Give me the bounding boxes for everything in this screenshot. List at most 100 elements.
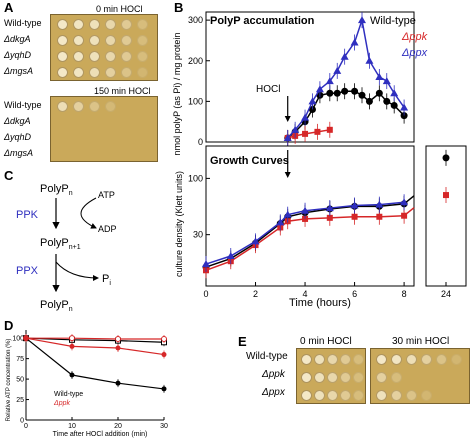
y-tick-label: 100 xyxy=(188,173,203,183)
d-x-axis-label: Time after HOCl addition (min) xyxy=(53,431,148,438)
polyp-series-2-point xyxy=(358,16,366,24)
d-legend-ppk: Δppk xyxy=(53,400,70,407)
d-y-tick-label: 0 xyxy=(20,418,24,425)
panel-a-title-150min: 150 min HOCl xyxy=(94,86,151,96)
polyp-series-0-point xyxy=(333,89,341,97)
atp-series-2-line xyxy=(26,337,164,340)
polyp-series-2-point xyxy=(291,125,300,133)
d-legend-wild-type: Wild-type xyxy=(54,391,83,398)
atp-point xyxy=(161,386,167,392)
colony-spot xyxy=(137,18,148,30)
x-axis-label: Time (hours) xyxy=(289,297,351,309)
polyp-series-0-point xyxy=(341,87,349,95)
polyp-series-2-point xyxy=(350,38,359,46)
legend-ppx: Δppx xyxy=(401,47,428,59)
colony-spot xyxy=(89,18,100,30)
atp-point xyxy=(69,372,75,378)
growth-series-1-point xyxy=(351,213,358,220)
growth-series-2-point xyxy=(276,218,285,226)
x-tick-label: 0 xyxy=(203,289,208,299)
colony-spot xyxy=(353,353,364,365)
polyp-series-2-point xyxy=(340,52,349,60)
colony-spot xyxy=(421,389,432,401)
colony-spot xyxy=(451,353,462,365)
polyp-series-2-point xyxy=(333,66,342,74)
colony-spot xyxy=(57,51,68,63)
plate-a-0min xyxy=(50,14,158,81)
colony-spot xyxy=(57,18,68,30)
d-x-tick-label: 0 xyxy=(24,423,28,430)
growth-series-2-point xyxy=(325,204,334,212)
y-tick-label: 30 xyxy=(193,230,203,240)
d-y-tick-label: 50 xyxy=(16,377,24,384)
atp-point xyxy=(115,336,121,342)
hocl-arrowhead xyxy=(284,116,291,122)
growth-series-2-point xyxy=(283,210,292,218)
colony-spot xyxy=(89,67,100,79)
colony-spot xyxy=(436,353,447,365)
legend-wild-type: Wild-type xyxy=(370,15,416,27)
strain-wild-type-150: Wild-type xyxy=(4,100,42,110)
panel-b-letter: B xyxy=(174,0,184,15)
colony-spot xyxy=(57,67,68,79)
polyp-series-0-point xyxy=(351,87,359,95)
polyp-series-2-point xyxy=(325,77,334,85)
polyp-series-2-point xyxy=(365,56,374,64)
colony-spot xyxy=(73,51,84,63)
colony-spot xyxy=(391,389,402,401)
panel-e-letter: E xyxy=(238,334,247,349)
hocl-arrow-label: HOCl xyxy=(256,84,280,95)
colony-spot xyxy=(121,51,132,63)
atp-series-3-line xyxy=(25,337,165,356)
colony-spot xyxy=(391,371,402,383)
colony-spot xyxy=(57,100,68,112)
growth-series-2-point xyxy=(301,206,310,214)
d-y-axis-label: Relative ATP concentration (%) xyxy=(6,339,12,422)
colony-spot xyxy=(406,389,417,401)
legend-ppk: Δppk xyxy=(401,31,428,43)
growth-series-1-point xyxy=(401,212,408,219)
polyp-plot-frame xyxy=(205,11,415,143)
atp-series-1-line xyxy=(25,337,165,390)
colony-spot xyxy=(314,371,325,383)
plate-a-150min xyxy=(50,96,158,162)
hocl-arrowhead-growth xyxy=(284,172,291,178)
pi-label: Pi xyxy=(102,273,111,287)
strain-mgsA: ΔmgsA xyxy=(4,66,34,76)
y-tick-label: 200 xyxy=(188,56,203,66)
atp-point xyxy=(161,336,167,342)
atp-adp-arrow xyxy=(80,197,97,229)
panel-a-letter: A xyxy=(4,0,14,15)
y-tick-label: 300 xyxy=(188,15,203,25)
colony-spot xyxy=(353,371,364,383)
growth-series-2-point xyxy=(400,198,409,206)
colony-spot xyxy=(121,34,132,46)
colony-spot xyxy=(89,34,100,46)
growth-series-1-point xyxy=(302,215,309,222)
polyp-series-2-point xyxy=(400,103,409,111)
colony-spot xyxy=(105,34,116,46)
ppx-label: PPX xyxy=(16,265,39,277)
growth-series-0-point xyxy=(442,154,450,162)
strain-dkgA: ΔdkgA xyxy=(4,34,31,44)
polyp-series-1-point xyxy=(314,128,321,135)
colony-spot xyxy=(327,371,338,383)
y-axis-label-top: nmol polyP (as Pi) / mg protein xyxy=(172,33,182,156)
colony-spot xyxy=(340,389,351,401)
polyp-series-2-point xyxy=(382,77,391,85)
d-y-tick-label: 25 xyxy=(16,397,24,404)
plate-e-30min xyxy=(370,348,470,404)
colony-spot xyxy=(57,34,68,46)
ppk-label: PPK xyxy=(16,209,39,221)
growth-series-1-point xyxy=(376,213,383,220)
growth-series-2-point xyxy=(202,260,210,268)
y-axis-label-bottom: culture density (Klett units) xyxy=(174,171,184,277)
colony-spot xyxy=(73,67,84,79)
atp-point xyxy=(69,335,75,342)
colony-spot xyxy=(421,353,432,365)
colony-spot xyxy=(327,353,338,365)
d-x-tick-label: 20 xyxy=(114,423,122,430)
colony-spot xyxy=(105,100,116,112)
colony-spot xyxy=(137,67,148,79)
